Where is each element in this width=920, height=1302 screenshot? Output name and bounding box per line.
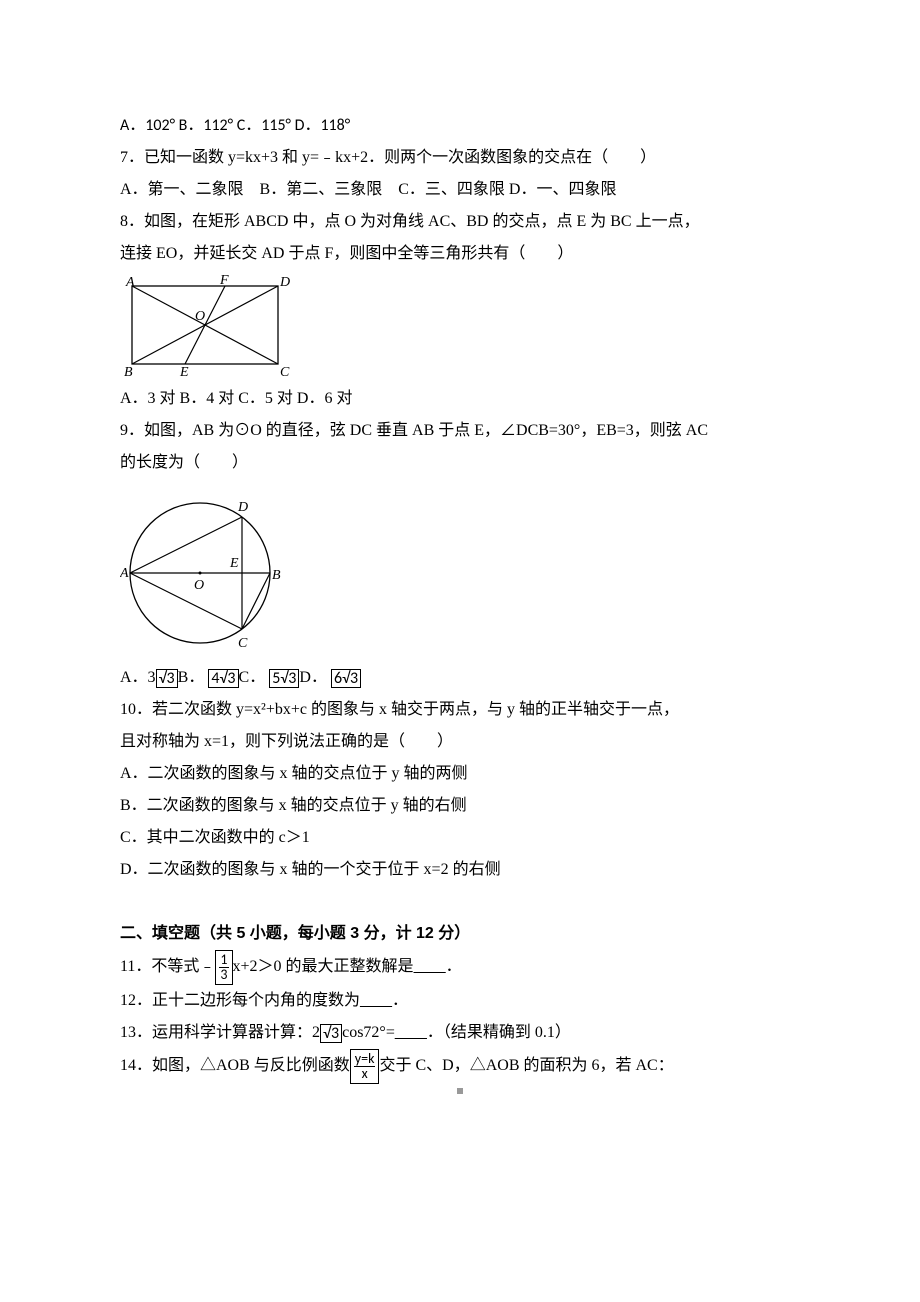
q13: 13．运用科学计算器计算：2√3cos72°=____．（结果精确到 0.1） [120, 1017, 800, 1049]
q9-stem-line1: 9．如图，AB 为⊙O 的直径，弦 DC 垂直 AB 于点 E，∠DCB=30°… [120, 415, 800, 447]
svg-text:D: D [237, 500, 248, 515]
svg-text:O: O [194, 578, 204, 593]
q10-optB: B．二次函数的图象与 x 轴的交点位于 y 轴的右侧 [120, 790, 800, 822]
q7-options: A．第一、二象限 B．第二、三象限 C．三、四象限 D．一、四象限 [120, 174, 800, 206]
exam-page: A．102° B．112° C．115° D．118° 7．已知一函数 y=kx… [0, 0, 920, 1162]
svg-text:D: D [279, 275, 290, 290]
q10-optD: D．二次函数的图象与 x 轴的一个交于位于 x=2 的右侧 [120, 854, 800, 886]
q10-optC: C．其中二次函数中的 c＞1 [120, 822, 800, 854]
q11-blank: ____ [414, 958, 446, 975]
q8-stem-line2: 连接 EO，并延长交 AD 于点 F，则图中全等三角形共有（ ） [120, 238, 800, 270]
page-center-marker [457, 1088, 463, 1094]
q9-stem-line2: 的长度为（ ） [120, 447, 800, 479]
q10-stem-line1: 10．若二次函数 y=x²+bx+c 的图象与 x 轴交于两点，与 y 轴的正半… [120, 694, 800, 726]
svg-text:B: B [272, 568, 281, 583]
q10-stem-line2: 且对称轴为 x=1，则下列说法正确的是（ ） [120, 726, 800, 758]
q11: 11．不等式﹣13x+2＞0 的最大正整数解是____． [120, 950, 800, 985]
q6-options: A．102° B．112° C．115° D．118° [120, 110, 800, 142]
svg-text:F: F [219, 274, 229, 288]
q14: 14．如图，△AOB 与反比例函数y=kx交于 C、D，△AOB 的面积为 6，… [120, 1049, 800, 1084]
q10-optA: A．二次函数的图象与 x 轴的交点位于 y 轴的两侧 [120, 758, 800, 790]
q13-blank: ____ [395, 1024, 427, 1041]
q9-options: A．3√3B． 4√3C． 5√3D． 6√3 [120, 662, 800, 694]
q12-blank: ____ [360, 992, 392, 1009]
svg-text:A: A [120, 566, 129, 581]
svg-text:E: E [229, 556, 239, 571]
svg-text:C: C [238, 636, 248, 651]
q12: 12．正十二边形每个内角的度数为____． [120, 985, 800, 1017]
q8-stem-line1: 8．如图，在矩形 ABCD 中，点 O 为对角线 AC、BD 的交点，点 E 为… [120, 206, 800, 238]
svg-text:O: O [195, 309, 205, 324]
q8-figure: A F D B E C O [120, 274, 800, 379]
q7-stem: 7．已知一函数 y=kx+3 和 y=﹣kx+2．则两个一次函数图象的交点在（ … [120, 142, 800, 174]
svg-text:C: C [280, 365, 290, 379]
svg-text:E: E [179, 365, 189, 379]
q8-options: A．3 对 B．4 对 C．5 对 D．6 对 [120, 383, 800, 415]
svg-text:A: A [125, 275, 135, 290]
q9-figure: A B D C E O [120, 483, 800, 658]
section2-heading: 二、填空题（共 5 小题，每小题 3 分，计 12 分） [120, 918, 800, 950]
svg-text:B: B [124, 365, 133, 379]
